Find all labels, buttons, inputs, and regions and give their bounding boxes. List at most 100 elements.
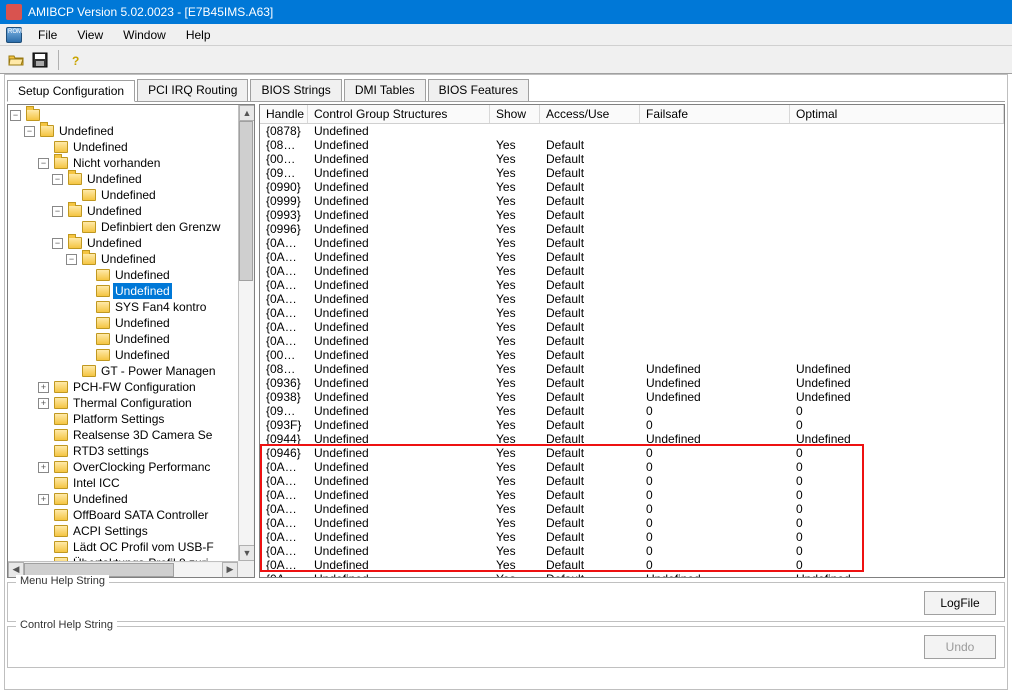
tree-node[interactable]: RTD3 settings: [10, 443, 254, 459]
table-row[interactable]: {0A74}UndefinedYesDefault00: [260, 558, 1004, 572]
tree-node[interactable]: + Thermal Configuration: [10, 395, 254, 411]
table-row[interactable]: {0944}UndefinedYesDefaultUndefinedUndefi…: [260, 432, 1004, 446]
collapse-icon[interactable]: −: [52, 238, 63, 249]
tree-node[interactable]: −Undefined: [10, 123, 254, 139]
tree-label[interactable]: Undefined: [71, 139, 130, 155]
tree-node[interactable]: − Undefined: [10, 171, 254, 187]
menu-file[interactable]: File: [28, 26, 67, 44]
tree-label[interactable]: OffBoard SATA Controller: [71, 507, 210, 523]
tree-node[interactable]: Undefined: [10, 331, 254, 347]
tree-label[interactable]: Undefined: [99, 187, 158, 203]
expand-icon[interactable]: +: [38, 494, 49, 505]
tree-node[interactable]: − Nicht vorhanden: [10, 155, 254, 171]
tree-node[interactable]: −Undefined: [10, 251, 254, 267]
tree-label[interactable]: Undefined: [57, 123, 116, 139]
table-row[interactable]: {0A70}UndefinedYesDefault00: [260, 530, 1004, 544]
table-row[interactable]: {0A66}UndefinedYesDefault00: [260, 460, 1004, 474]
table-row[interactable]: {00AD}UndefinedYesDefault: [260, 152, 1004, 166]
expand-icon[interactable]: +: [38, 398, 49, 409]
table-row[interactable]: {093F}UndefinedYesDefault00: [260, 418, 1004, 432]
tree-node[interactable]: + PCH-FW Configuration: [10, 379, 254, 395]
tree-node[interactable]: GT - Power Managen: [10, 363, 254, 379]
tree-label[interactable]: SYS Fan4 kontro: [113, 299, 208, 315]
table-row[interactable]: {0A30}UndefinedYesDefault: [260, 250, 1004, 264]
tree-node[interactable]: Undefined: [10, 283, 254, 299]
scroll-right-icon[interactable]: ▶: [222, 562, 238, 578]
tree-node[interactable]: Platform Settings: [10, 411, 254, 427]
tree-node[interactable]: Definbiert den Grenzw: [10, 219, 254, 235]
tree-label[interactable]: Undefined: [85, 235, 144, 251]
scroll-up-icon[interactable]: ▲: [239, 105, 255, 121]
tree-node[interactable]: Realsense 3D Camera Se: [10, 427, 254, 443]
tree-label[interactable]: Thermal Configuration: [71, 395, 194, 411]
collapse-icon[interactable]: −: [10, 110, 21, 121]
tree-node[interactable]: +OverClocking Performanc: [10, 459, 254, 475]
table-row[interactable]: {0A36}UndefinedYesDefault: [260, 278, 1004, 292]
table-row[interactable]: {0A2D}UndefinedYesDefault: [260, 236, 1004, 250]
table-row[interactable]: {0A3C}UndefinedYesDefault: [260, 306, 1004, 320]
menu-view[interactable]: View: [67, 26, 113, 44]
table-row[interactable]: {0A76}UndefinedYesDefaultUndefinedUndefi…: [260, 572, 1004, 577]
tree-label[interactable]: GT - Power Managen: [99, 363, 218, 379]
menu-window[interactable]: Window: [113, 26, 176, 44]
tree-vscroll[interactable]: ▲ ▼: [238, 105, 254, 561]
column-header[interactable]: Show: [490, 105, 540, 123]
undo-button[interactable]: Undo: [924, 635, 996, 659]
tree-node[interactable]: Undefined: [10, 315, 254, 331]
tree-label[interactable]: Definbiert den Grenzw: [99, 219, 222, 235]
table-row[interactable]: {098D}UndefinedYesDefault: [260, 166, 1004, 180]
tab-pci-irq-routing[interactable]: PCI IRQ Routing: [137, 79, 248, 101]
tree-label[interactable]: Undefined: [113, 267, 172, 283]
table-row[interactable]: {0878}Undefined: [260, 124, 1004, 138]
column-header[interactable]: Handle: [260, 105, 308, 123]
table-row[interactable]: {0A72}UndefinedYesDefault00: [260, 544, 1004, 558]
tree-node[interactable]: ACPI Settings: [10, 523, 254, 539]
tree-node[interactable]: −: [10, 107, 254, 123]
table-row[interactable]: {0936}UndefinedYesDefaultUndefinedUndefi…: [260, 376, 1004, 390]
scroll-down-icon[interactable]: ▼: [239, 545, 255, 561]
expand-icon[interactable]: +: [38, 382, 49, 393]
tree-node[interactable]: SYS Fan4 kontro: [10, 299, 254, 315]
tab-dmi-tables[interactable]: DMI Tables: [344, 79, 426, 101]
collapse-icon[interactable]: −: [38, 158, 49, 169]
tree-node[interactable]: Undefined: [10, 187, 254, 203]
tab-bios-strings[interactable]: BIOS Strings: [250, 79, 341, 101]
tree-label[interactable]: Undefined: [85, 203, 144, 219]
collapse-icon[interactable]: −: [52, 206, 63, 217]
tree-node[interactable]: OffBoard SATA Controller: [10, 507, 254, 523]
open-icon[interactable]: [5, 49, 27, 71]
menu-help[interactable]: Help: [176, 26, 221, 44]
table-row[interactable]: {0A3F}UndefinedYesDefault: [260, 320, 1004, 334]
tree-label[interactable]: Lädt OC Profil vom USB-F: [71, 539, 216, 555]
tab-setup-configuration[interactable]: Setup Configuration: [7, 80, 135, 102]
tree-label[interactable]: Nicht vorhanden: [71, 155, 162, 171]
tree-label[interactable]: Platform Settings: [71, 411, 166, 427]
column-header[interactable]: Failsafe: [640, 105, 790, 123]
tree-node[interactable]: Undefined: [10, 267, 254, 283]
tree-node[interactable]: − Undefined: [10, 235, 254, 251]
tree-label[interactable]: ACPI Settings: [71, 523, 150, 539]
logfile-button[interactable]: LogFile: [924, 591, 996, 615]
tree-label[interactable]: Undefined: [113, 315, 172, 331]
column-header[interactable]: Access/Use: [540, 105, 640, 123]
tree-label[interactable]: Undefined: [85, 171, 144, 187]
tree-node[interactable]: +Undefined: [10, 491, 254, 507]
table-row[interactable]: {0A39}UndefinedYesDefault: [260, 292, 1004, 306]
collapse-icon[interactable]: −: [66, 254, 77, 265]
table-row[interactable]: {0996}UndefinedYesDefault: [260, 222, 1004, 236]
tree-label[interactable]: PCH-FW Configuration: [71, 379, 198, 395]
table-row[interactable]: {0946}UndefinedYesDefault00: [260, 446, 1004, 460]
table-row[interactable]: {0A6C}UndefinedYesDefault00: [260, 502, 1004, 516]
tree-node[interactable]: − Undefined: [10, 203, 254, 219]
column-header[interactable]: Optimal: [790, 105, 1004, 123]
table-row[interactable]: {093A}UndefinedYesDefault00: [260, 404, 1004, 418]
table-row[interactable]: {0999}UndefinedYesDefault: [260, 194, 1004, 208]
table-row[interactable]: {08E7}UndefinedYesDefaultUndefinedUndefi…: [260, 362, 1004, 376]
table-header[interactable]: HandleControl Group StructuresShowAccess…: [260, 105, 1004, 124]
tree[interactable]: −−Undefined Undefined−Nicht vorhanden−Un…: [8, 105, 254, 573]
collapse-icon[interactable]: −: [52, 174, 63, 185]
table-row[interactable]: {0A68}UndefinedYesDefault00: [260, 474, 1004, 488]
tree-node[interactable]: Lädt OC Profil vom USB-F: [10, 539, 254, 555]
tree-label[interactable]: Undefined: [113, 331, 172, 347]
table-row[interactable]: {0A6E}UndefinedYesDefault00: [260, 516, 1004, 530]
